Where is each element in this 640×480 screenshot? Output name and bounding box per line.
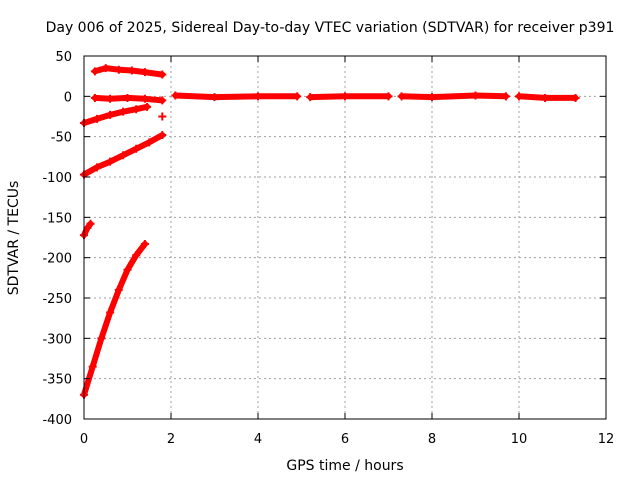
data-point <box>293 92 302 101</box>
data-point <box>515 92 523 101</box>
data-point <box>145 138 154 147</box>
data-segment <box>158 112 167 121</box>
data-point <box>384 92 393 101</box>
data-point <box>114 65 123 74</box>
x-tick-label: 0 <box>80 432 88 447</box>
data-point <box>541 93 550 102</box>
x-tick-label: 12 <box>598 432 615 447</box>
data-segment <box>90 64 167 79</box>
data-point <box>119 107 128 116</box>
data-point <box>106 308 115 317</box>
data-segment <box>80 239 149 399</box>
y-tick-label: -350 <box>42 373 72 388</box>
y-tick-label: -400 <box>42 413 72 428</box>
data-point <box>143 102 152 111</box>
data-point <box>140 239 149 248</box>
data-segment <box>90 93 167 105</box>
x-axis-label: GPS time / hours <box>286 458 403 474</box>
data-point <box>114 285 123 294</box>
data-point <box>90 67 99 76</box>
data-point <box>101 64 110 73</box>
data-points <box>80 64 580 399</box>
data-segment <box>80 131 167 179</box>
x-tick-label: 6 <box>341 432 349 447</box>
data-point <box>123 265 132 274</box>
x-tick-label: 4 <box>254 432 262 447</box>
y-tick-label: 0 <box>64 90 72 105</box>
x-tick-label: 8 <box>428 432 436 447</box>
data-segment <box>80 102 152 127</box>
y-tick-label: 50 <box>55 50 72 65</box>
data-segment <box>515 92 580 102</box>
x-tick-label: 10 <box>511 432 528 447</box>
data-point <box>132 144 141 153</box>
data-point <box>86 219 95 228</box>
data-point <box>306 93 315 102</box>
y-tick-label: -250 <box>42 292 72 307</box>
data-point <box>341 92 349 101</box>
data-point <box>106 157 115 166</box>
data-point <box>140 94 149 103</box>
data-point <box>171 91 180 100</box>
data-point <box>158 70 167 79</box>
data-point <box>106 94 115 103</box>
data-point <box>127 66 136 75</box>
data-segment <box>397 91 510 102</box>
data-point <box>123 93 132 102</box>
data-point <box>158 131 167 140</box>
data-point <box>471 91 480 100</box>
data-segment <box>80 219 95 240</box>
y-tick-label: -50 <box>51 131 72 146</box>
series-line <box>307 93 392 101</box>
data-point <box>158 112 167 121</box>
x-tick-labels: 0 2 4 6 8 10 12 <box>80 432 614 447</box>
data-point <box>254 92 262 101</box>
y-tick-label: -150 <box>42 211 72 226</box>
data-point <box>397 92 406 101</box>
data-point <box>132 105 141 114</box>
grid <box>84 56 606 419</box>
series-line <box>172 92 301 101</box>
y-tick-label: -300 <box>42 332 72 347</box>
y-tick-label: -200 <box>42 252 72 267</box>
data-point <box>97 334 106 343</box>
data-point <box>140 68 149 77</box>
data-point <box>90 93 99 102</box>
data-point <box>428 93 436 102</box>
data-point <box>93 163 102 172</box>
data-point <box>88 362 97 371</box>
data-segment <box>171 91 302 102</box>
chart-title: Day 006 of 2025, Sidereal Day-to-day VTE… <box>46 20 615 36</box>
data-point <box>210 93 219 102</box>
data-point <box>501 92 510 101</box>
data-point <box>158 96 167 105</box>
x-tick-label: 2 <box>167 432 175 447</box>
data-point <box>83 223 92 232</box>
y-tick-label: -100 <box>42 171 72 186</box>
data-segment <box>306 92 393 102</box>
series-line <box>81 241 148 398</box>
data-point <box>571 93 580 102</box>
y-tick-labels: 50 0 -50 -100 -150 -200 -250 -300 -350 -400 <box>42 50 72 428</box>
data-point <box>93 114 102 123</box>
y-axis-label: SDTVAR / TECUs <box>6 181 22 296</box>
data-point <box>106 110 115 119</box>
axis-ticks <box>83 55 607 420</box>
data-point <box>132 251 141 260</box>
data-point <box>119 151 128 160</box>
series-line <box>398 92 509 101</box>
